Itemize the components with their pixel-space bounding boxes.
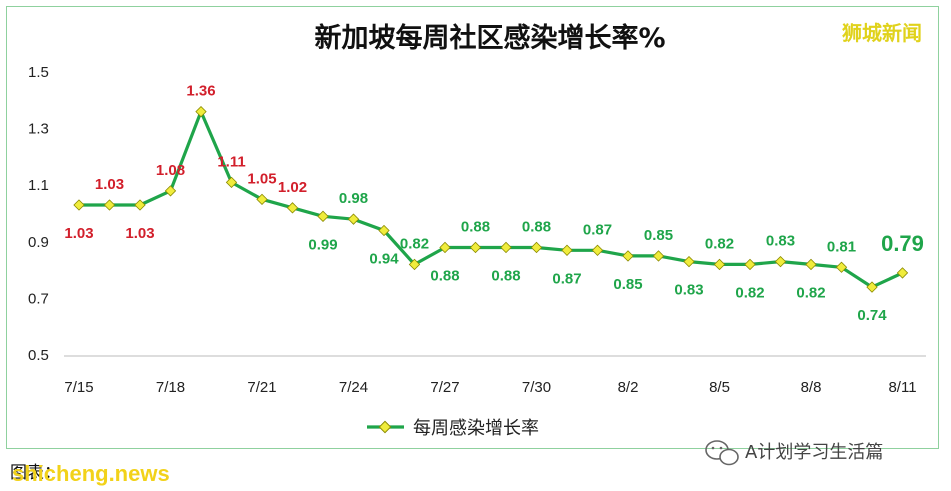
data-point [622, 250, 634, 262]
data-label: 0.88 [461, 218, 490, 235]
data-label: 1.11 [217, 153, 245, 170]
data-point [591, 244, 604, 256]
x-tick-label: 7/24 [339, 379, 368, 396]
legend-marker [378, 420, 392, 434]
legend-label: 每周感染增长率 [413, 418, 539, 439]
data-label: 0.94 [369, 250, 399, 267]
data-point [835, 261, 848, 273]
data-label: 0.88 [522, 218, 551, 235]
y-tick-label: 0.5 [28, 347, 49, 364]
data-labels: 1.03 1.03 1.03 1.08 1.36 1.111.05 1.02 0.99 0.98… [64, 83, 924, 324]
data-point [256, 193, 268, 206]
x-tick-label: 7/18 [156, 379, 185, 396]
y-axis: 1.5 1.3 1.1 0.9 0.7 0.5 [28, 64, 49, 364]
website-watermark: shicheng.news [12, 461, 170, 486]
data-label: 0.87 [552, 270, 581, 287]
y-tick-label: 0.7 [28, 290, 49, 307]
data-point [774, 255, 787, 268]
series-line [79, 110, 904, 289]
data-point [225, 176, 238, 189]
chart-frame [6, 6, 939, 449]
data-point [317, 210, 329, 222]
data-label: 0.83 [766, 233, 795, 250]
series-markers [73, 105, 909, 293]
x-tick-label: 8/2 [618, 379, 639, 396]
x-tick-label: 7/15 [64, 379, 93, 396]
data-label: 0.79 [881, 231, 924, 256]
x-tick-label: 8/11 [888, 379, 916, 396]
x-tick-label: 8/5 [709, 379, 730, 396]
data-point [469, 241, 482, 254]
y-tick-label: 1.3 [28, 121, 49, 138]
data-label: 0.82 [400, 235, 429, 252]
data-label: 0.74 [857, 307, 887, 324]
data-point [500, 241, 512, 254]
y-tick-label: 1.1 [28, 177, 49, 194]
data-label: 0.83 [674, 282, 703, 299]
y-tick-label: 0.9 [28, 234, 49, 251]
data-point [286, 202, 299, 214]
source-label: 图表： [10, 463, 61, 483]
chart-title: 新加坡每周社区感染增长率% [314, 22, 665, 54]
data-point [378, 224, 390, 237]
y-tick-label: 1.5 [28, 64, 49, 81]
x-tick-label: 8/8 [801, 379, 822, 396]
wechat-icon [705, 440, 739, 466]
data-point [347, 213, 360, 225]
brand-logo: 狮城新闻 [842, 21, 922, 45]
data-label: 1.03 [64, 225, 93, 242]
data-point [744, 258, 756, 271]
data-label: 0.99 [308, 236, 337, 253]
data-label: 0.81 [827, 238, 856, 255]
data-label: 1.03 [95, 176, 124, 193]
data-label: 1.03 [125, 225, 154, 242]
data-label: 0.87 [583, 221, 612, 238]
data-label: 0.82 [705, 235, 734, 252]
data-label: 0.85 [644, 227, 673, 244]
data-point [683, 255, 695, 268]
data-label: 0.82 [735, 284, 764, 301]
data-label: 0.88 [491, 267, 520, 284]
data-label: 0.82 [796, 284, 825, 301]
data-point [713, 258, 726, 271]
data-point [896, 267, 909, 279]
data-point [530, 241, 543, 254]
data-label: 1.05 [247, 170, 276, 187]
x-tick-label: 7/21 [247, 379, 276, 396]
data-point [134, 199, 146, 211]
x-tick-label: 7/30 [522, 379, 551, 396]
data-point [561, 244, 573, 256]
data-point [408, 258, 421, 271]
data-point [652, 250, 665, 262]
data-point [73, 199, 85, 211]
data-label: 1.08 [156, 162, 185, 179]
wechat-account: A计划学习生活篇 [745, 442, 883, 463]
legend: 每周感染增长率 [367, 418, 539, 439]
data-point [195, 105, 207, 118]
x-axis: 7/15 7/18 7/21 7/24 7/27 7/30 8/2 8/5 8/8 8/11 [64, 379, 916, 396]
data-label: 1.02 [278, 179, 307, 196]
data-point [866, 281, 878, 293]
data-point [103, 199, 116, 211]
data-label: 0.88 [430, 267, 459, 284]
data-label: 1.36 [186, 83, 215, 100]
data-point [439, 241, 451, 254]
data-label: 0.85 [613, 276, 642, 293]
data-label: 0.98 [339, 190, 368, 207]
x-tick-label: 7/27 [430, 379, 459, 396]
data-point [805, 258, 817, 271]
data-point [164, 185, 177, 197]
